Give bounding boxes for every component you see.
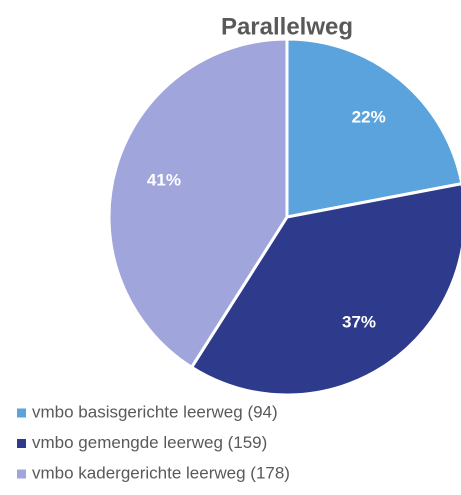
legend-swatch — [17, 469, 26, 479]
legend-label: vmbo gemengde leerweg (159) — [32, 433, 267, 452]
legend-swatch — [17, 408, 26, 418]
pie-slice — [107, 37, 289, 370]
data-label: 22% — [352, 108, 386, 127]
data-label: 37% — [342, 312, 376, 331]
legend-label: vmbo kadergerichte leerweg (178) — [32, 463, 290, 482]
chart-title: Parallelweg — [221, 13, 353, 40]
pie-slice — [189, 182, 461, 397]
legend-label: vmbo basisgerichte leerweg (94) — [32, 402, 278, 421]
pie-slice — [285, 37, 461, 219]
legend-swatch — [17, 439, 26, 448]
data-label: 41% — [147, 171, 181, 190]
